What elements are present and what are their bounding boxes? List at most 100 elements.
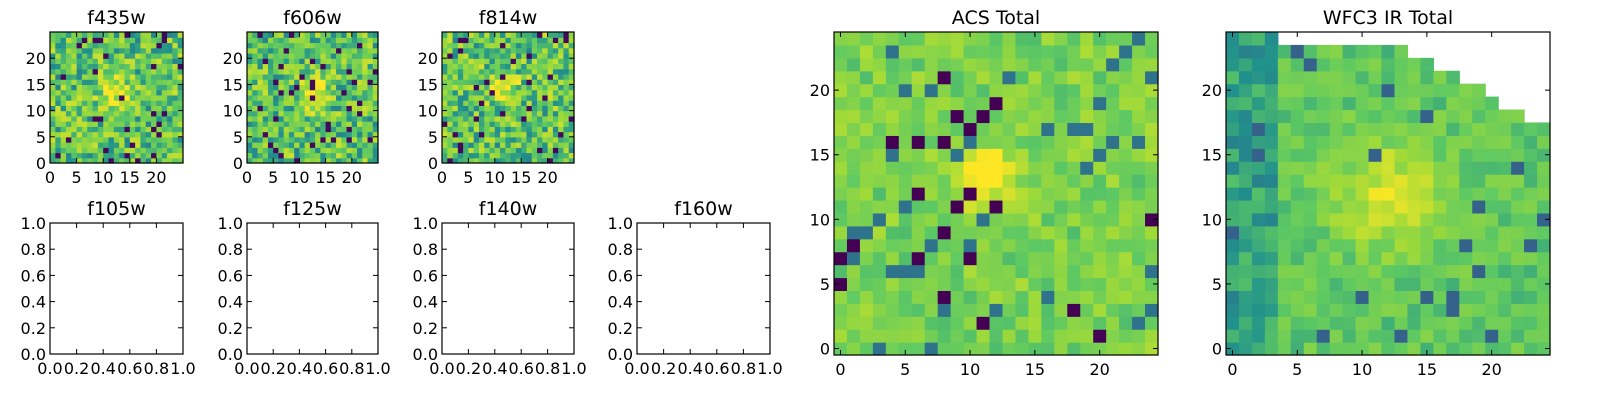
heatmap-cell: [1329, 316, 1344, 330]
heatmap-cell: [950, 148, 965, 162]
heatmap-cell: [489, 147, 496, 154]
heatmap-cell: [1054, 290, 1068, 304]
heatmap-cell: [1002, 109, 1017, 124]
heatmap-cell: [898, 122, 913, 136]
heatmap-cell: [1264, 135, 1279, 149]
heatmap-cell: [452, 73, 459, 80]
heatmap-cell: [1498, 187, 1512, 201]
heatmap-cell: [924, 238, 939, 253]
heatmap-cell: [1316, 122, 1331, 136]
heatmap-cell: [1132, 225, 1146, 240]
heatmap-cell: [351, 37, 358, 44]
x-tick-label: 10: [960, 360, 980, 379]
heatmap-cell: [1277, 187, 1292, 201]
heatmap-cell: [288, 37, 295, 44]
heatmap-cell: [1015, 148, 1029, 162]
heatmap-cell: [135, 47, 142, 54]
heatmap-cell: [1132, 187, 1146, 201]
heatmap-cell: [478, 58, 485, 65]
heatmap-cell: [1498, 122, 1512, 136]
heatmap-cell: [898, 148, 913, 162]
heatmap-cell: [124, 152, 131, 159]
heatmap-cell: [262, 79, 269, 85]
heatmap-cell: [257, 47, 264, 54]
heatmap-cell: [336, 94, 342, 101]
heatmap-cell: [898, 96, 913, 111]
heatmap-cell: [1355, 135, 1370, 149]
heatmap-cell: [1394, 316, 1409, 330]
heatmap-cell: [172, 157, 179, 164]
heatmap-cell: [494, 73, 501, 80]
heatmap-cell: [113, 115, 120, 122]
heatmap-cell: [140, 84, 147, 91]
heatmap-cell: [140, 52, 147, 59]
heatmap-cell: [442, 121, 448, 127]
heatmap-cell: [367, 100, 374, 106]
heatmap-cell: [526, 68, 533, 75]
heatmap-cell: [563, 89, 570, 96]
heatmap-cell: [1524, 316, 1538, 330]
heatmap-cell: [252, 121, 259, 127]
heatmap-cell: [71, 32, 78, 38]
heatmap-cell: [1355, 303, 1370, 317]
heatmap-cell: [521, 52, 528, 59]
heatmap-cell: [950, 290, 965, 304]
heatmap-cell: [1251, 96, 1266, 111]
heatmap-cell: [872, 199, 887, 214]
heatmap-cell: [320, 58, 327, 65]
y-tick-label: 0.8: [218, 240, 243, 259]
heatmap-cell: [1054, 96, 1068, 111]
heatmap-cell: [989, 161, 1004, 175]
heatmap-cell: [442, 58, 448, 65]
heatmap-cell: [1002, 264, 1017, 279]
heatmap-cell: [1381, 44, 1396, 59]
heatmap-cell: [108, 84, 115, 91]
heatmap-cell: [1368, 238, 1383, 253]
heatmap-cell: [65, 142, 72, 148]
heatmap-cell: [1368, 264, 1383, 279]
heatmap-cell: [989, 303, 1004, 317]
heatmap-cell: [325, 47, 332, 54]
heatmap-cell: [526, 152, 533, 159]
heatmap-cell: [1093, 303, 1107, 317]
heatmap-cell: [167, 115, 173, 122]
heatmap-cell: [140, 47, 147, 54]
heatmap-cell: [81, 52, 88, 59]
heatmap-cell: [357, 84, 363, 91]
heatmap-cell: [1277, 264, 1292, 279]
heatmap-cell: [1329, 44, 1344, 59]
y-tick-label: 0.2: [608, 319, 633, 338]
heatmap-cell: [325, 52, 332, 59]
heatmap-cell: [505, 136, 512, 143]
heatmap-cell: [172, 110, 179, 117]
heatmap-cell: [65, 52, 72, 59]
heatmap-cell: [161, 147, 168, 154]
heatmap-cell: [500, 32, 506, 38]
heatmap-cell: [1041, 290, 1055, 304]
heatmap-cell: [1472, 290, 1486, 304]
heatmap-cell: [924, 277, 939, 291]
heatmap-cell: [341, 63, 348, 70]
heatmap-cell: [447, 52, 454, 59]
heatmap-cell: [473, 152, 480, 159]
heatmap-cell: [156, 105, 163, 112]
heatmap-cell: [267, 79, 274, 85]
heatmap-cell: [320, 100, 327, 106]
heatmap-cell: [76, 58, 83, 65]
heatmap-cell: [76, 105, 83, 112]
heatmap-cell: [247, 94, 253, 101]
heatmap-cell: [346, 152, 353, 159]
heatmap-cell: [1041, 277, 1055, 291]
heatmap-cell: [568, 52, 575, 59]
heatmap-cell: [505, 142, 512, 148]
heatmap-cell: [1342, 96, 1357, 111]
heatmap-cell: [1119, 44, 1133, 59]
heatmap-cell: [1537, 148, 1551, 162]
heatmap-cell: [1381, 135, 1396, 149]
heatmap-cell: [1472, 212, 1486, 227]
heatmap-cell: [885, 96, 900, 111]
heatmap-cell: [1329, 212, 1344, 227]
heatmap-cell: [846, 122, 861, 136]
heatmap-cell: [283, 79, 290, 85]
heatmap-cell: [278, 84, 285, 91]
